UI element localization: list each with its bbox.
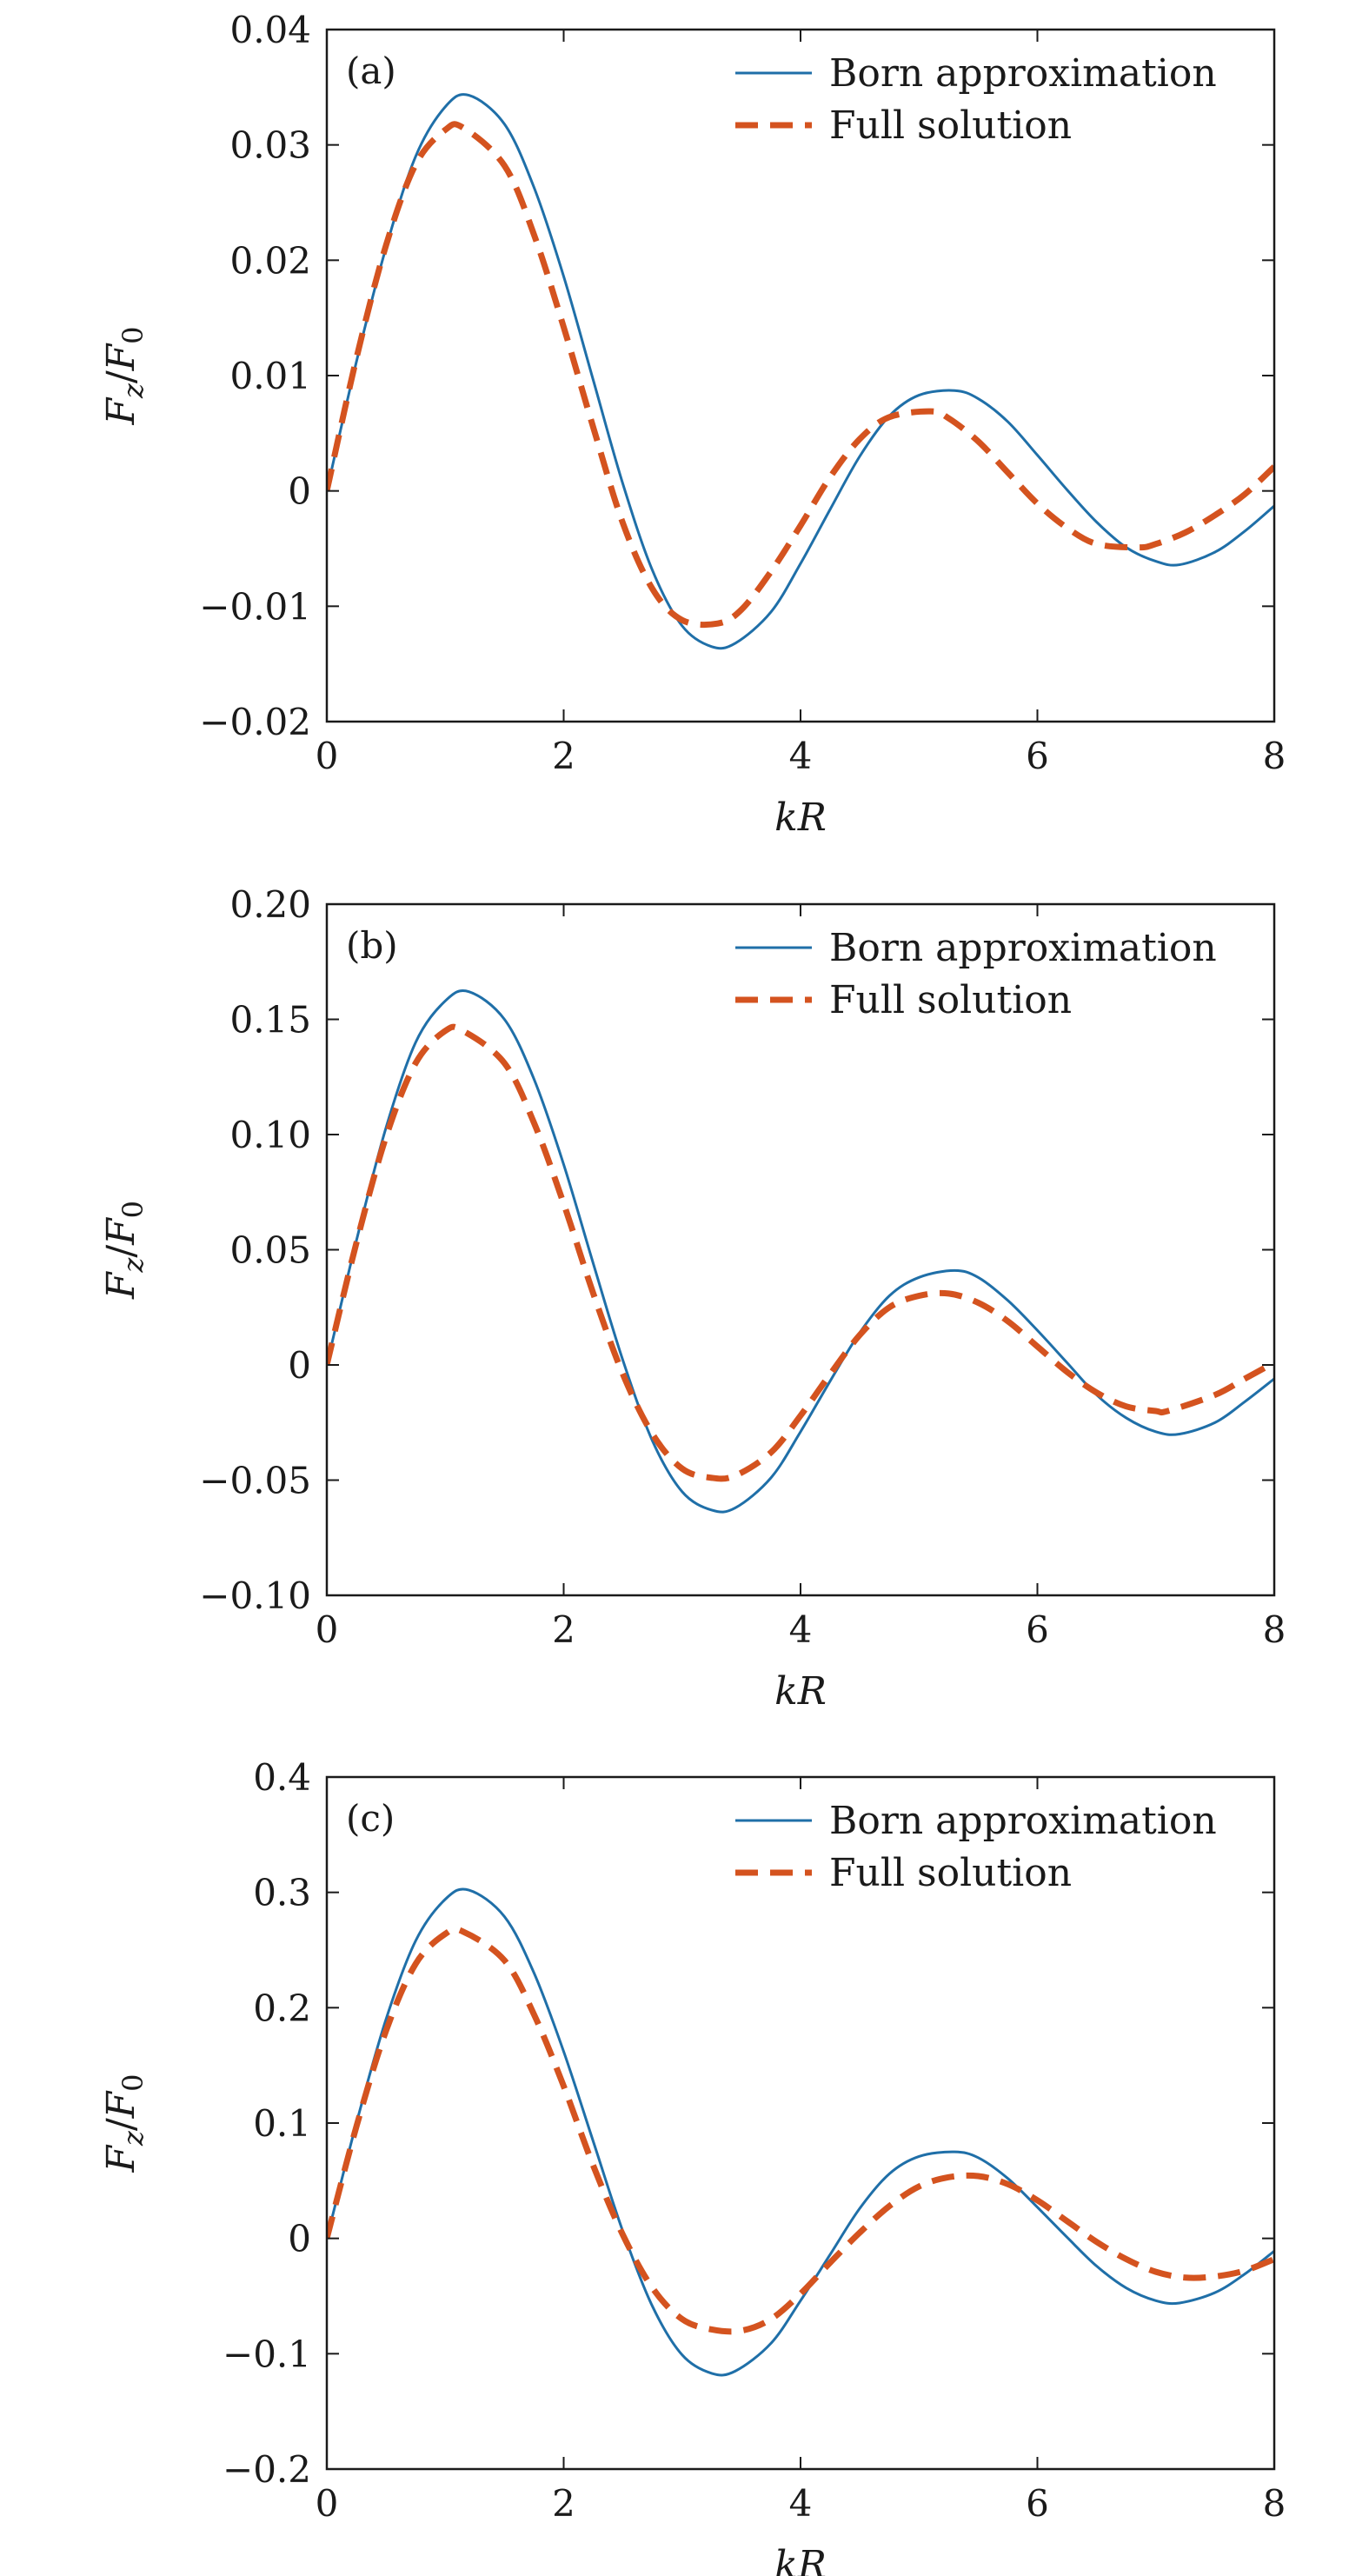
y-tick-label: 0.02 — [229, 239, 311, 282]
y-tick-label: 0.01 — [229, 355, 311, 397]
x-tick-label: 6 — [1026, 2482, 1049, 2525]
legend-entry-label: Born approximation — [829, 926, 1217, 970]
legend-entry-label: Born approximation — [829, 1799, 1217, 1843]
x-axis-label: kR — [774, 795, 827, 840]
chart-panel-3: 0 2 4 6 8 −0.2 −0.1 0 0.1 0.2 0.3 0.4 kR Fz/F0 (c) Born… — [99, 1756, 1286, 2576]
x-tick-label: 4 — [789, 1608, 813, 1651]
x-tick-label: 2 — [552, 735, 575, 777]
x-tick-label: 8 — [1263, 2482, 1286, 2525]
y-tick-label: −0.2 — [223, 2448, 311, 2491]
legend: Born approximation Full solution — [735, 51, 1217, 148]
y-tick-label: 0.4 — [253, 1756, 311, 1799]
panel-label: (a) — [346, 50, 396, 92]
y-tick-label: 0.1 — [253, 2102, 311, 2145]
y-axis-label: Fz/F0 — [99, 2073, 150, 2173]
y-tick-label: −0.05 — [199, 1460, 311, 1502]
x-tick-label: 8 — [1263, 1608, 1286, 1651]
y-tick-label: 0 — [288, 2218, 311, 2260]
y-tick-label: 0 — [288, 470, 311, 513]
chart-panel-1: 0 2 4 6 8 −0.02 −0.01 0 0.01 0.02 0.03 0.04 kR Fz/F0 (… — [99, 9, 1286, 840]
y-tick-label: 0.20 — [229, 883, 311, 926]
series-group — [327, 989, 1274, 1514]
legend-entry-label: Full solution — [829, 1851, 1072, 1895]
plot-frame — [325, 902, 1276, 1597]
chart-panel-2: 0 2 4 6 8 −0.10 −0.05 0 0.05 0.10 0.15 0.20 kR Fz/F0 (… — [99, 883, 1286, 1714]
y-tick-label: 0.15 — [229, 999, 311, 1042]
plot-frame — [325, 1775, 1276, 2471]
x-axis-label: kR — [774, 2543, 827, 2576]
x-tick-label: 4 — [789, 2482, 813, 2525]
plot-frame — [325, 28, 1276, 723]
series-line-full-solution — [327, 121, 1274, 629]
series-group — [327, 93, 1274, 650]
series-line-born-approximation — [327, 1887, 1274, 2377]
x-tick-label: 8 — [1263, 735, 1286, 777]
y-tick-label: 0.10 — [229, 1114, 311, 1156]
y-tick-label: 0.05 — [229, 1229, 311, 1272]
x-tick-label: 0 — [316, 2482, 339, 2525]
panel-label: (c) — [346, 1797, 395, 1840]
x-tick-label: 6 — [1026, 1608, 1049, 1651]
y-tick-label: 0.2 — [253, 1987, 311, 2029]
legend-entry-label: Born approximation — [829, 51, 1217, 96]
y-tick-label: −0.02 — [199, 701, 311, 743]
panel-label: (b) — [346, 924, 398, 967]
x-axis-label: kR — [774, 1669, 827, 1714]
series-line-born-approximation — [327, 93, 1274, 650]
x-tick-label: 2 — [552, 1608, 575, 1651]
y-axis-label: Fz/F0 — [99, 1201, 150, 1300]
x-tick-label: 2 — [552, 2482, 575, 2525]
x-tick-label: 4 — [789, 735, 813, 777]
y-axis-label: Fz/F0 — [99, 326, 150, 425]
series-line-full-solution — [327, 1926, 1274, 2335]
y-tick-label: 0.04 — [229, 9, 311, 51]
y-tick-label: 0.3 — [253, 1872, 311, 1914]
series-line-born-approximation — [327, 989, 1274, 1514]
legend-entry-label: Full solution — [829, 103, 1072, 148]
series-line-full-solution — [327, 1023, 1274, 1482]
y-tick-label: 0.03 — [229, 124, 311, 167]
y-tick-label: −0.10 — [199, 1574, 311, 1617]
x-tick-label: 0 — [316, 735, 339, 777]
y-tick-label: −0.1 — [223, 2333, 311, 2375]
legend: Born approximation Full solution — [735, 1799, 1217, 1895]
x-tick-label: 0 — [316, 1608, 339, 1651]
y-tick-label: 0 — [288, 1344, 311, 1387]
y-tick-label: −0.01 — [199, 585, 311, 628]
legend-entry-label: Full solution — [829, 978, 1072, 1022]
x-tick-label: 6 — [1026, 735, 1049, 777]
legend: Born approximation Full solution — [735, 926, 1217, 1022]
series-group — [327, 1887, 1274, 2377]
